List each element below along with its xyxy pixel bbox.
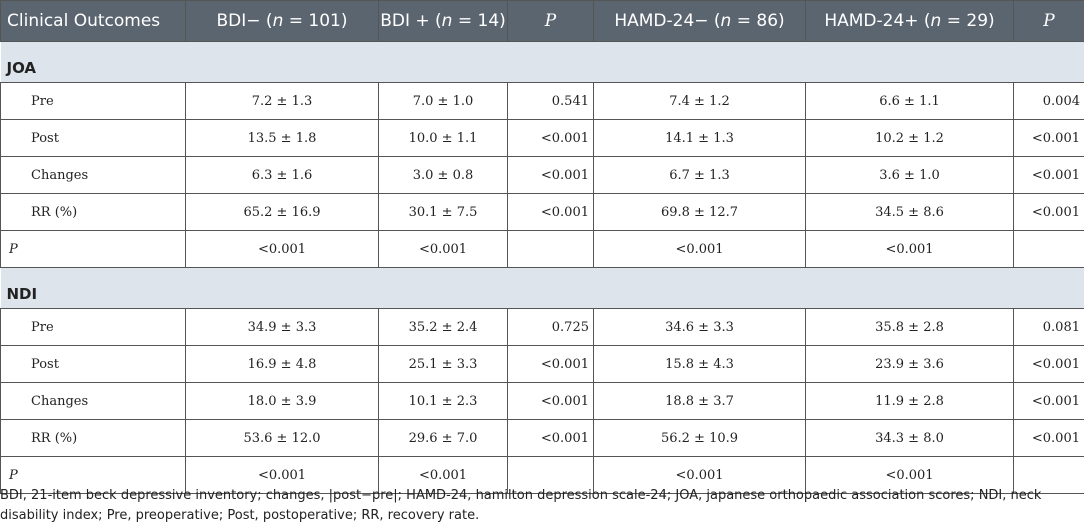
cell-bdi-positive: 10.1 ± 2.3 xyxy=(378,382,508,420)
cell-hamd-negative: 15.8 ± 4.3 xyxy=(593,345,806,383)
cell-p-hamd: 0.081 xyxy=(1013,308,1084,346)
section-row-joa: JOA xyxy=(0,54,1084,83)
cell-bdi-negative: 7.2 ± 1.3 xyxy=(185,82,379,120)
cell-bdi-negative: 65.2 ± 16.9 xyxy=(185,193,379,231)
cell-bdi-negative: 16.9 ± 4.8 xyxy=(185,345,379,383)
cell-p-bdi: <0.001 xyxy=(507,419,594,457)
cell-p-hamd xyxy=(1013,456,1084,494)
cell-hamd-positive: 35.8 ± 2.8 xyxy=(805,308,1014,346)
clinical-outcomes-table: Clinical Outcomes BDI− (n = 101) BDI + (… xyxy=(0,0,1084,494)
table-row: RR (%) 53.6 ± 12.0 29.6 ± 7.0 <0.001 56.2 ± … xyxy=(0,419,1084,457)
cell-p-bdi: <0.001 xyxy=(507,156,594,194)
cell-p-hamd: <0.001 xyxy=(1013,345,1084,383)
footnote-line-1: BDI, 21-item beck depressive inventory; … xyxy=(0,488,1042,503)
cell-hamd-positive: 34.3 ± 8.0 xyxy=(805,419,1014,457)
table-row: P <0.001 <0.001 <0.001 <0.001 xyxy=(0,456,1084,494)
cell-p-bdi: <0.001 xyxy=(507,193,594,231)
table-row: P <0.001 <0.001 <0.001 <0.001 xyxy=(0,230,1084,268)
row-label: RR (%) xyxy=(0,419,186,457)
section-spacer-cell xyxy=(0,41,1084,54)
row-label: Pre xyxy=(0,82,186,120)
header-p-bdi: P xyxy=(507,0,594,42)
cell-bdi-negative: 53.6 ± 12.0 xyxy=(185,419,379,457)
cell-bdi-positive: 3.0 ± 0.8 xyxy=(378,156,508,194)
cell-p-bdi xyxy=(507,230,594,268)
row-label: RR (%) xyxy=(0,193,186,231)
footnote-line-2: disability index; Pre, preoperative; Pos… xyxy=(0,508,480,523)
header-bdi-negative: BDI− (n = 101) xyxy=(185,0,379,42)
cell-hamd-positive: 11.9 ± 2.8 xyxy=(805,382,1014,420)
cell-p-bdi: <0.001 xyxy=(507,119,594,157)
cell-bdi-positive: 35.2 ± 2.4 xyxy=(378,308,508,346)
cell-bdi-negative: <0.001 xyxy=(185,230,379,268)
cell-p-bdi xyxy=(507,456,594,494)
table-row: Changes 6.3 ± 1.6 3.0 ± 0.8 <0.001 6.7 ± 1.3… xyxy=(0,156,1084,194)
cell-p-hamd: <0.001 xyxy=(1013,419,1084,457)
cell-bdi-positive: 10.0 ± 1.1 xyxy=(378,119,508,157)
cell-hamd-positive: 10.2 ± 1.2 xyxy=(805,119,1014,157)
cell-bdi-negative: 6.3 ± 1.6 xyxy=(185,156,379,194)
cell-p-hamd: <0.001 xyxy=(1013,193,1084,231)
cell-p-bdi: 0.541 xyxy=(507,82,594,120)
section-row-ndi: NDI xyxy=(0,280,1084,309)
cell-bdi-negative: 18.0 ± 3.9 xyxy=(185,382,379,420)
row-label: Post xyxy=(0,345,186,383)
row-label: Post xyxy=(0,119,186,157)
cell-hamd-negative: 34.6 ± 3.3 xyxy=(593,308,806,346)
section-title-joa: JOA xyxy=(0,54,1084,83)
table-row: Pre 34.9 ± 3.3 35.2 ± 2.4 0.725 34.6 ± 3.3 35… xyxy=(0,308,1084,346)
cell-hamd-positive: <0.001 xyxy=(805,456,1014,494)
cell-hamd-negative: 6.7 ± 1.3 xyxy=(593,156,806,194)
cell-p-hamd: 0.004 xyxy=(1013,82,1084,120)
cell-bdi-positive: 29.6 ± 7.0 xyxy=(378,419,508,457)
table-row: Post 13.5 ± 1.8 10.0 ± 1.1 <0.001 14.1 ± 1.3… xyxy=(0,119,1084,157)
table-row: Post 16.9 ± 4.8 25.1 ± 3.3 <0.001 15.8 ± 4.3… xyxy=(0,345,1084,383)
cell-hamd-positive: 23.9 ± 3.6 xyxy=(805,345,1014,383)
cell-bdi-positive: 25.1 ± 3.3 xyxy=(378,345,508,383)
cell-p-hamd: <0.001 xyxy=(1013,119,1084,157)
header-clinical-outcomes: Clinical Outcomes xyxy=(0,0,186,42)
cell-p-hamd xyxy=(1013,230,1084,268)
cell-bdi-positive: <0.001 xyxy=(378,230,508,268)
cell-bdi-negative: 13.5 ± 1.8 xyxy=(185,119,379,157)
table-footnote: BDI, 21-item beck depressive inventory; … xyxy=(0,486,1084,526)
header-bdi-positive: BDI + (n = 14) xyxy=(378,0,508,42)
cell-hamd-positive: <0.001 xyxy=(805,230,1014,268)
cell-hamd-negative: 18.8 ± 3.7 xyxy=(593,382,806,420)
cell-hamd-negative: <0.001 xyxy=(593,230,806,268)
cell-hamd-negative: 56.2 ± 10.9 xyxy=(593,419,806,457)
cell-hamd-negative: 14.1 ± 1.3 xyxy=(593,119,806,157)
table-row: RR (%) 65.2 ± 16.9 30.1 ± 7.5 <0.001 69.8 ± … xyxy=(0,193,1084,231)
cell-bdi-negative: 34.9 ± 3.3 xyxy=(185,308,379,346)
cell-bdi-positive: 7.0 ± 1.0 xyxy=(378,82,508,120)
section-title-ndi: NDI xyxy=(0,280,1084,309)
section-spacer xyxy=(0,41,1084,54)
row-label: Pre xyxy=(0,308,186,346)
section-spacer-cell xyxy=(0,267,1084,280)
cell-hamd-negative: 69.8 ± 12.7 xyxy=(593,193,806,231)
header-p-hamd: P xyxy=(1013,0,1084,42)
cell-p-bdi: <0.001 xyxy=(507,382,594,420)
cell-bdi-positive: 30.1 ± 7.5 xyxy=(378,193,508,231)
cell-hamd-positive: 34.5 ± 8.6 xyxy=(805,193,1014,231)
cell-p-hamd: <0.001 xyxy=(1013,382,1084,420)
cell-hamd-positive: 6.6 ± 1.1 xyxy=(805,82,1014,120)
cell-hamd-positive: 3.6 ± 1.0 xyxy=(805,156,1014,194)
row-label: Changes xyxy=(0,382,186,420)
row-label: Changes xyxy=(0,156,186,194)
table-row: Pre 7.2 ± 1.3 7.0 ± 1.0 0.541 7.4 ± 1.2 6.6 ±… xyxy=(0,82,1084,120)
cell-hamd-negative: 7.4 ± 1.2 xyxy=(593,82,806,120)
cell-hamd-negative: <0.001 xyxy=(593,456,806,494)
row-label: P xyxy=(0,456,186,494)
cell-p-bdi: 0.725 xyxy=(507,308,594,346)
cell-p-hamd: <0.001 xyxy=(1013,156,1084,194)
section-spacer xyxy=(0,267,1084,280)
table-row: Changes 18.0 ± 3.9 10.1 ± 2.3 <0.001 18.8 ± … xyxy=(0,382,1084,420)
header-hamd-negative: HAMD-24− (n = 86) xyxy=(593,0,806,42)
row-label: P xyxy=(0,230,186,268)
header-hamd-positive: HAMD-24+ (n = 29) xyxy=(805,0,1014,42)
header-row: Clinical Outcomes BDI− (n = 101) BDI + (… xyxy=(0,0,1084,42)
cell-p-bdi: <0.001 xyxy=(507,345,594,383)
